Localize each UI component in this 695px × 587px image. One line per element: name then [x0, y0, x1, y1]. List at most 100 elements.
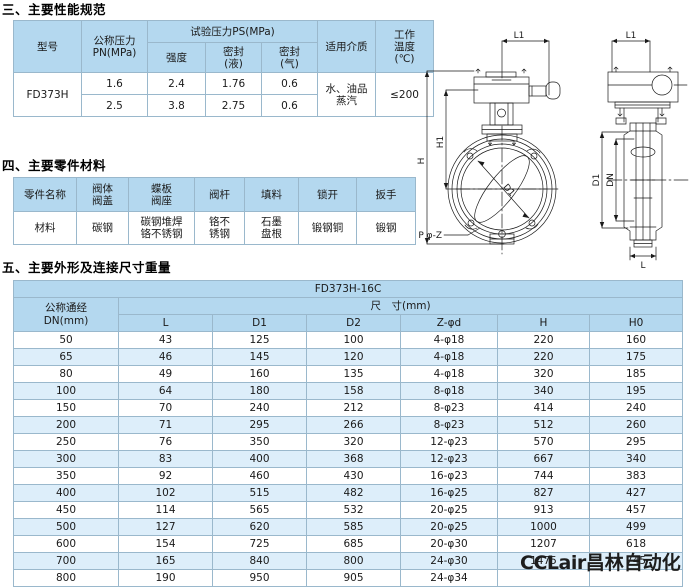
dimensions-cell-zd-dn400: 16-φ25 — [400, 484, 498, 502]
dimensions-cell-h-dn65: 220 — [497, 348, 590, 366]
dimensions-cell-dn-dn50: 50 — [13, 331, 119, 349]
dimensions-cell-zd-dn65: 4-φ18 — [400, 348, 498, 366]
dimensions-cell-dn-dn65: 65 — [13, 348, 119, 366]
dimensions-column-header-h0: H0 — [588, 314, 684, 332]
dimensions-cell-l-dn150: 70 — [118, 399, 213, 417]
table-row: 80 49 160 135 4-φ18 320 185 — [13, 365, 684, 383]
table-row: FD373H-16C — [12, 280, 684, 298]
dimensions-cell-h-dn150: 414 — [497, 399, 590, 417]
valve-technical-drawing: L1 H H1 D1 P φ-Z L1 D1 DN L — [412, 22, 695, 270]
dimensions-column-header-h: H — [497, 314, 590, 332]
drawing-label-d1-front: D1 — [501, 183, 517, 199]
dimensions-cell-d2-dn250: 320 — [306, 433, 401, 451]
table-row: L D1 D2 Z-φd H H0 — [14, 314, 684, 332]
dimensions-cell-d1-dn300: 400 — [212, 450, 307, 468]
dimensions-cell-h-dn100: 340 — [497, 382, 590, 400]
dimensions-cell-d1-dn450: 565 — [212, 501, 307, 519]
dimensions-cell-zd-dn700: 24-φ30 — [400, 552, 498, 570]
dimensions-cell-l-dn50: 43 — [118, 331, 213, 349]
table-row: 450 114 565 532 20-φ25 913 457 — [13, 501, 684, 519]
dimensions-cell-d1-dn700: 840 — [212, 552, 307, 570]
dimensions-cell-d1-dn600: 725 — [212, 535, 307, 553]
header-seal-liquid: 密封 (液) — [205, 42, 262, 73]
dimensions-cell-dn-dn600: 600 — [13, 535, 119, 553]
materials-header-1: 阀体 阀盖 — [76, 177, 129, 212]
dimensions-cell-zd-dn250: 12-φ23 — [400, 433, 498, 451]
dimensions-cell-d2-dn500: 585 — [306, 518, 401, 536]
dimensions-column-header-d2: D2 — [306, 314, 401, 332]
dimensions-cell-d1-dn400: 515 — [212, 484, 307, 502]
table-row: 350 92 460 430 16-φ23 744 383 — [13, 467, 684, 485]
dimensions-cell-d2-dn50: 100 — [306, 331, 401, 349]
materials-value-6: 锻钢 — [356, 211, 416, 245]
dimensions-cell-dn-dn250: 250 — [13, 433, 119, 451]
dimensions-cell-h0-dn50: 160 — [588, 331, 684, 349]
section-heading-materials: 四、主要零件材料 — [2, 158, 107, 173]
cell-model-value: FD373H — [13, 72, 82, 117]
cell-medium-line2: 蒸汽 — [336, 94, 358, 107]
header-size-group: 尺 寸(mm) — [117, 297, 684, 315]
materials-spec-table: 零件名称 阀体 阀盖 蝶板 阀座 阀杆 填料 锁开 扳手 材料 碳钢 碳钢堆焊 铬不锈钢 铬不 锈钢 石墨盘… — [13, 177, 416, 245]
dimensions-cell-zd-dn600: 20-φ30 — [400, 535, 498, 553]
header-model: 型号 — [13, 20, 82, 73]
dimensions-cell-l-dn500: 127 — [118, 518, 213, 536]
table-row: FD373H 1.6 2.4 1.76 0.6 水、油品 蒸汽 ≤200 — [13, 72, 435, 117]
materials-value-4-line1: 石墨 — [261, 216, 282, 228]
header-nominal-pressure-line2: PN(MPa) — [92, 46, 137, 59]
dimensions-cell-d1-dn200: 295 — [212, 416, 307, 434]
cell-pn-1: 1.6 — [81, 72, 148, 95]
dimensions-cell-h0-dn80: 185 — [588, 365, 684, 383]
table-row: 强度 密封 (液) 密封 (气) — [14, 42, 434, 73]
dimensions-spec-table: FD373H-16C 公称通经 DN(mm) 尺 寸(mm) L D1 D2 Z-φd… — [12, 280, 684, 587]
section-heading-dimensions: 五、主要外形及连接尺寸重量 — [2, 260, 172, 275]
dimensions-cell-d1-dn350: 460 — [212, 467, 307, 485]
table-row: 型号 公称压力 PN(MPa) 试验压力PS(MPa) 适用介质 工作 温度 (… — [13, 20, 435, 73]
materials-header-5: 锁开 — [298, 177, 357, 212]
dimensions-cell-dn-dn300: 300 — [13, 450, 119, 468]
dimensions-cell-dn-dn350: 350 — [13, 467, 119, 485]
dimensions-cell-h-dn80: 320 — [497, 365, 590, 383]
cell-seal-gas-1: 0.6 — [260, 72, 319, 95]
materials-header-1-line1: 阀体 — [92, 182, 113, 195]
materials-header-5-line1: 锁开 — [317, 188, 338, 201]
dimensions-column-header-zd: Z-φd — [400, 314, 498, 332]
materials-header-6: 扳手 — [356, 177, 416, 212]
dimensions-cell-l-dn300: 83 — [118, 450, 213, 468]
materials-header-2: 蝶板 阀座 — [128, 177, 195, 212]
materials-value-4-line2: 盘根 — [261, 228, 282, 240]
dimensions-cell-h0-dn65: 175 — [588, 348, 684, 366]
dimensions-cell-d2-dn450: 532 — [306, 501, 401, 519]
table-row: 200 71 295 266 8-φ23 512 260 — [13, 416, 684, 434]
dimensions-cell-h-dn250: 570 — [497, 433, 590, 451]
dimensions-cell-h-dn300: 667 — [497, 450, 590, 468]
materials-header-3-line1: 阀杆 — [209, 188, 230, 201]
dimensions-column-header-l: L — [118, 314, 213, 332]
dimensions-cell-l-dn100: 64 — [118, 382, 213, 400]
dimensions-cell-h-dn400: 827 — [497, 484, 590, 502]
dimensions-cell-d2-dn400: 482 — [306, 484, 401, 502]
dimensions-cell-d1-dn50: 125 — [212, 331, 307, 349]
dimensions-cell-d2-dn700: 800 — [306, 552, 401, 570]
watermark-logo: CCLair昌林自动化 — [520, 548, 681, 575]
table-row: 100 64 180 158 8-φ18 340 195 — [13, 382, 684, 400]
header-nominal-pressure: 公称压力 PN(MPa) — [81, 20, 148, 73]
dimensions-cell-dn-dn700: 700 — [13, 552, 119, 570]
drawing-label-d1-side: D1 — [592, 174, 602, 187]
table-row: 600 154 725 685 20-φ30 1207 618 — [13, 535, 684, 553]
dimensions-cell-zd-dn100: 8-φ18 — [400, 382, 498, 400]
dimensions-table-title: FD373H-16C — [12, 280, 684, 298]
dimensions-cell-d1-dn500: 620 — [212, 518, 307, 536]
table-row: 400 102 515 482 16-φ25 827 427 — [13, 484, 684, 502]
dimensions-cell-h-dn350: 744 — [497, 467, 590, 485]
cell-strength-1: 2.4 — [147, 72, 206, 95]
dimensions-cell-dn-dn450: 450 — [13, 501, 119, 519]
table-row: 50 43 125 100 4-φ18 220 160 — [13, 331, 684, 349]
dimensions-cell-d2-dn150: 212 — [306, 399, 401, 417]
materials-value-1: 碳钢 — [76, 211, 129, 245]
dimensions-cell-d1-dn100: 180 — [212, 382, 307, 400]
header-strength: 强度 — [147, 42, 206, 73]
materials-value-0-line1: 材料 — [34, 222, 56, 234]
drawing-label-bolt-circle: P φ-Z — [418, 231, 442, 241]
watermark-chinese-text: 昌林自动化 — [585, 552, 681, 574]
table-row: 300 83 400 368 12-φ23 667 340 — [13, 450, 684, 468]
